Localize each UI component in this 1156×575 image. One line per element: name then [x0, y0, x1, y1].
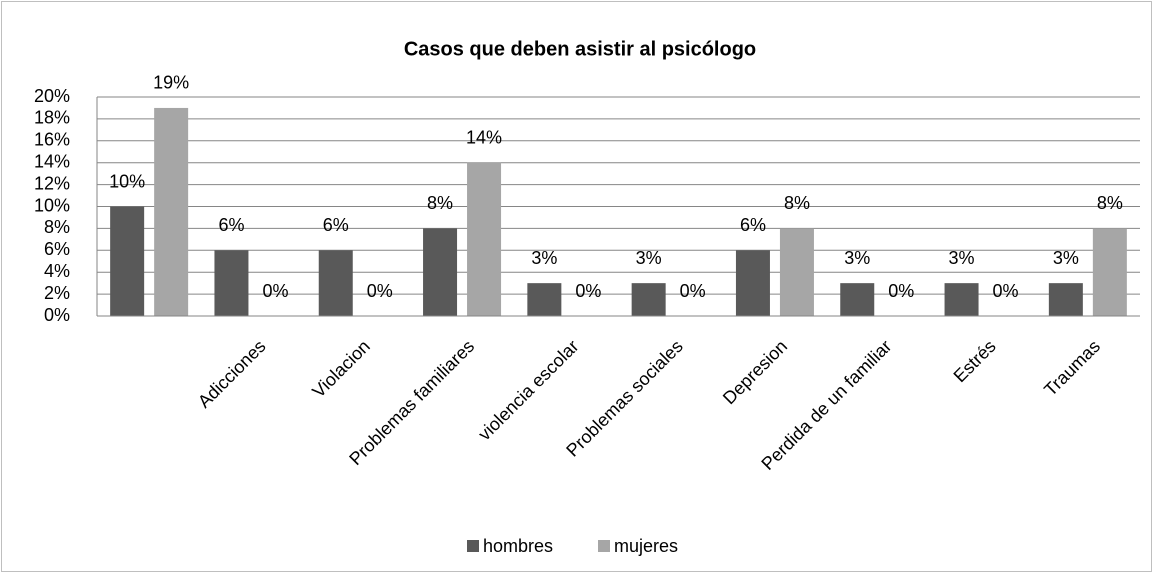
legend-swatch — [598, 540, 610, 552]
bar — [1092, 228, 1127, 316]
bar — [423, 228, 458, 316]
bar — [840, 283, 875, 316]
data-label: 0% — [575, 281, 601, 301]
bar — [467, 162, 502, 316]
data-label: 0% — [262, 281, 288, 301]
bar — [944, 283, 979, 316]
bar — [779, 228, 814, 316]
data-label: 10% — [109, 171, 145, 191]
data-label: 8% — [427, 193, 453, 213]
bar — [1048, 283, 1083, 316]
y-tick-label: 20% — [34, 86, 70, 106]
data-label: 3% — [1053, 248, 1079, 268]
bar — [110, 206, 145, 316]
data-label: 3% — [636, 248, 662, 268]
y-tick-label: 6% — [44, 239, 70, 259]
bar — [735, 250, 770, 316]
bar — [214, 250, 249, 316]
data-label: 0% — [367, 281, 393, 301]
chart-title: Casos que deben asistir al psicólogo — [404, 38, 756, 60]
data-label: 0% — [993, 281, 1019, 301]
y-tick-label: 18% — [34, 108, 70, 128]
y-tick-label: 2% — [44, 283, 70, 303]
data-label: 6% — [323, 215, 349, 235]
data-label: 6% — [740, 215, 766, 235]
legend-label: hombres — [483, 536, 553, 556]
data-label: 0% — [888, 281, 914, 301]
data-label: 19% — [153, 73, 189, 93]
data-label: 3% — [531, 248, 557, 268]
data-label: 3% — [949, 248, 975, 268]
data-label: 14% — [466, 127, 502, 147]
data-label: 0% — [680, 281, 706, 301]
y-tick-label: 10% — [34, 195, 70, 215]
y-tick-label: 8% — [44, 217, 70, 237]
y-tick-label: 0% — [44, 305, 70, 325]
bar — [318, 250, 353, 316]
data-label: 8% — [784, 193, 810, 213]
legend-label: mujeres — [614, 536, 678, 556]
data-label: 3% — [844, 248, 870, 268]
bar — [527, 283, 562, 316]
legend-swatch — [467, 540, 479, 552]
bar — [154, 107, 189, 316]
data-label: 8% — [1097, 193, 1123, 213]
y-tick-label: 14% — [34, 151, 70, 171]
data-label: 6% — [218, 215, 244, 235]
bar — [631, 283, 666, 316]
y-tick-label: 12% — [34, 173, 70, 193]
y-tick-label: 16% — [34, 130, 70, 150]
y-tick-label: 4% — [44, 261, 70, 281]
